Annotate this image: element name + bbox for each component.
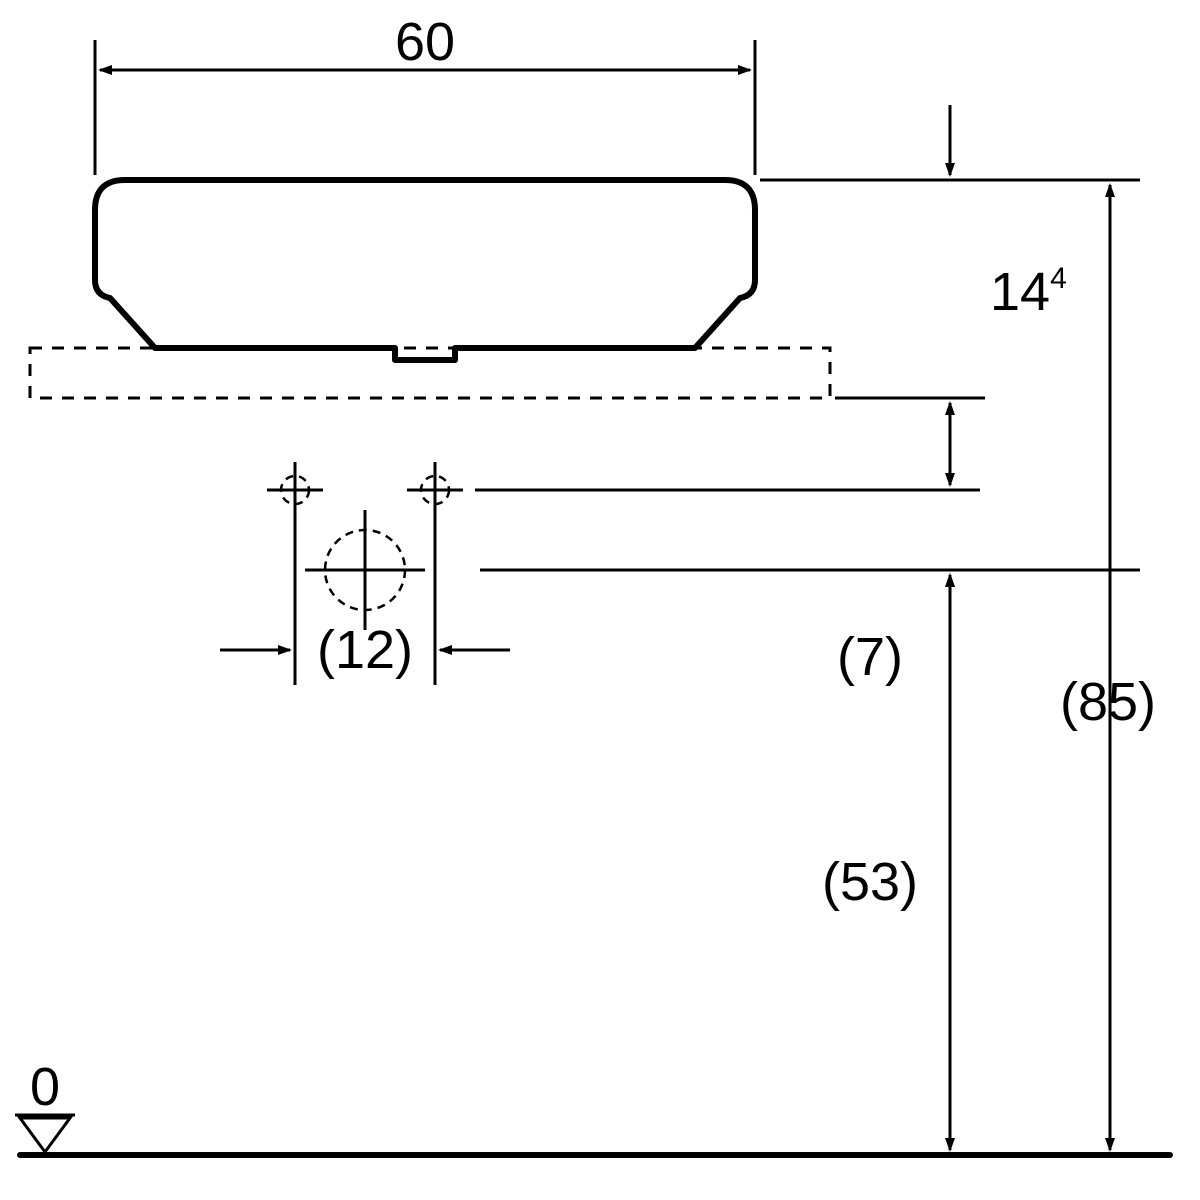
datum-marker: 0	[15, 1057, 75, 1152]
technical-drawing: 60 144 (7) (53) (85) (12) 0	[0, 0, 1200, 1200]
svg-text:144: 144	[990, 262, 1067, 322]
dim-85: (85)	[1060, 185, 1156, 1150]
datum-label: 0	[30, 1057, 60, 1117]
drain-center	[305, 510, 425, 630]
dim-width-label: 60	[395, 12, 455, 72]
dim-gap-7: (7)	[475, 430, 980, 687]
dim-85-label: (85)	[1060, 672, 1156, 732]
countertop	[30, 348, 830, 398]
dim-7-label: (7)	[837, 627, 903, 687]
dim-width: 60	[95, 12, 755, 175]
basin-outline	[95, 180, 755, 360]
dim-53-label: (53)	[822, 852, 918, 912]
dim-12-label: (12)	[317, 620, 413, 680]
dim-14-label: 14	[990, 262, 1050, 322]
dim-basin-height: 144	[950, 105, 1067, 470]
dim-14-sup: 4	[1050, 262, 1067, 295]
